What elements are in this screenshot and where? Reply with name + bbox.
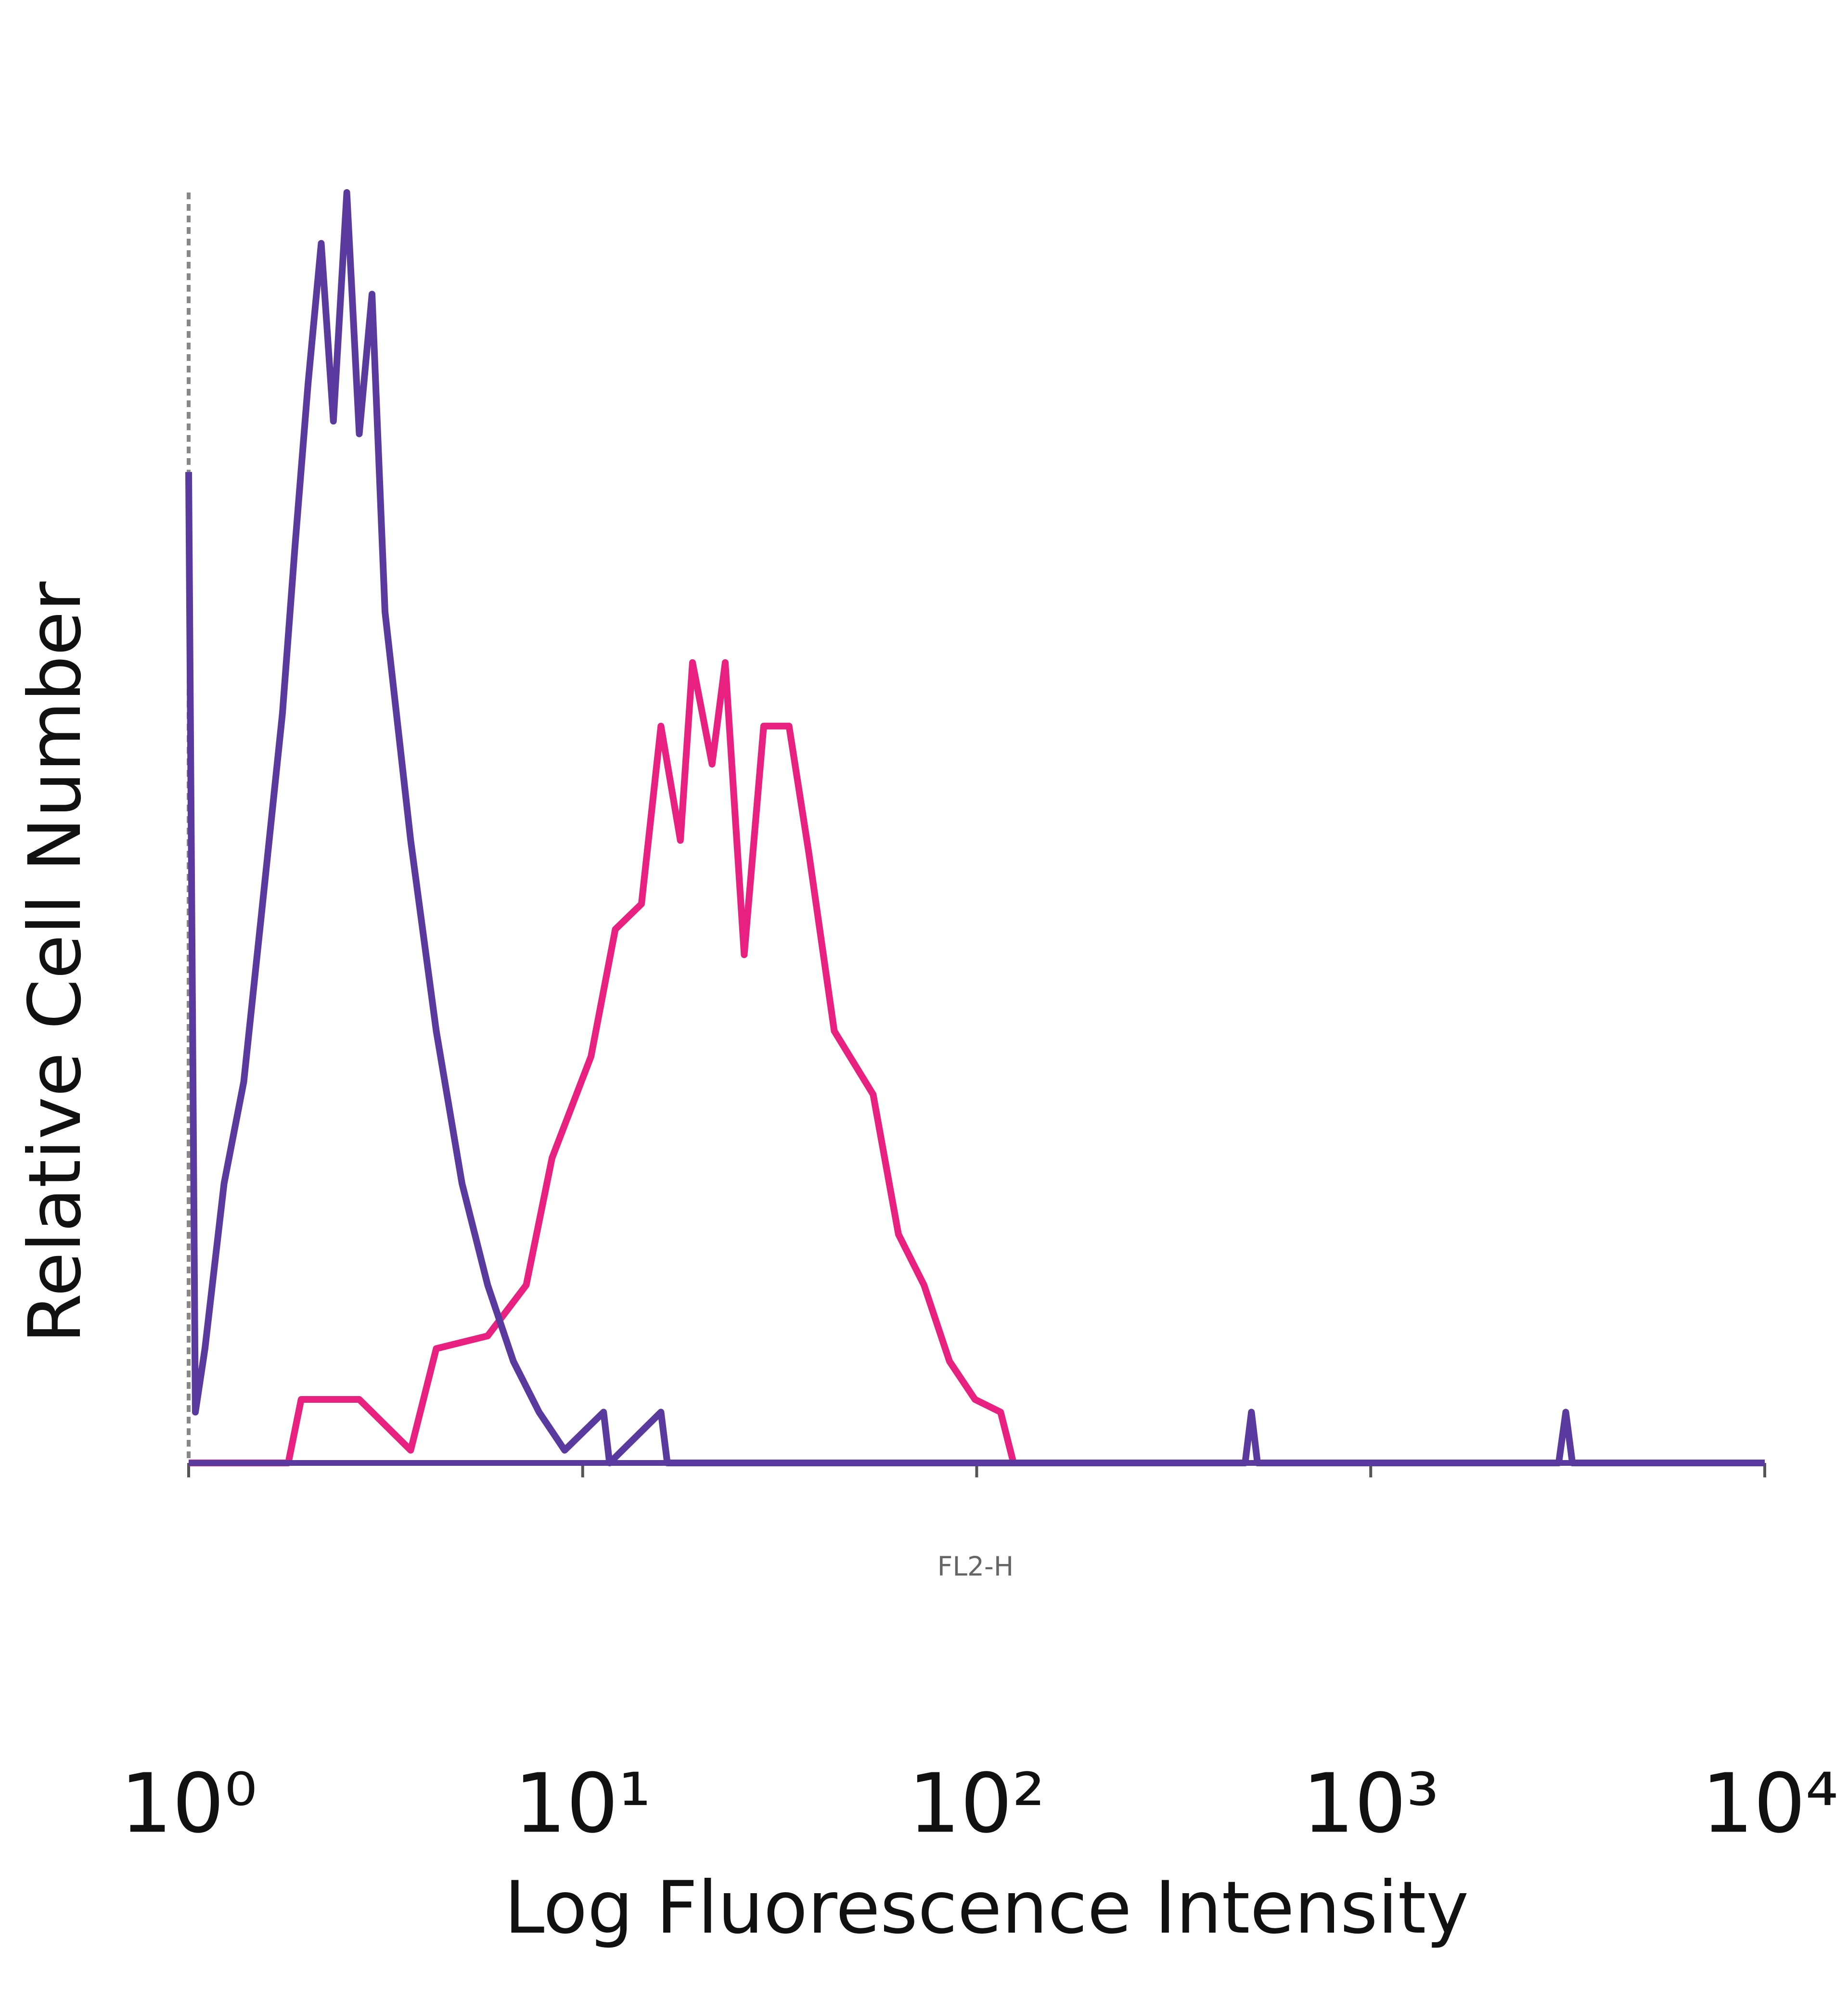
annotation: FL2-H (937, 1551, 1014, 1582)
x-tick-label: 10³ (1302, 1756, 1439, 1851)
x-tick-label: 10¹ (514, 1756, 651, 1851)
x-tick-label: 10² (908, 1756, 1045, 1851)
x-tick-label: 10⁰ (120, 1756, 257, 1851)
histogram-line (185, 189, 1765, 1466)
x-tick-label: 10⁴ (1702, 1756, 1838, 1851)
y-axis-title: Relative Cell Number (13, 581, 97, 1344)
histogram-line (189, 659, 1017, 1466)
x-axis-title: Log Fluorescence Intensity (504, 1866, 1469, 1950)
